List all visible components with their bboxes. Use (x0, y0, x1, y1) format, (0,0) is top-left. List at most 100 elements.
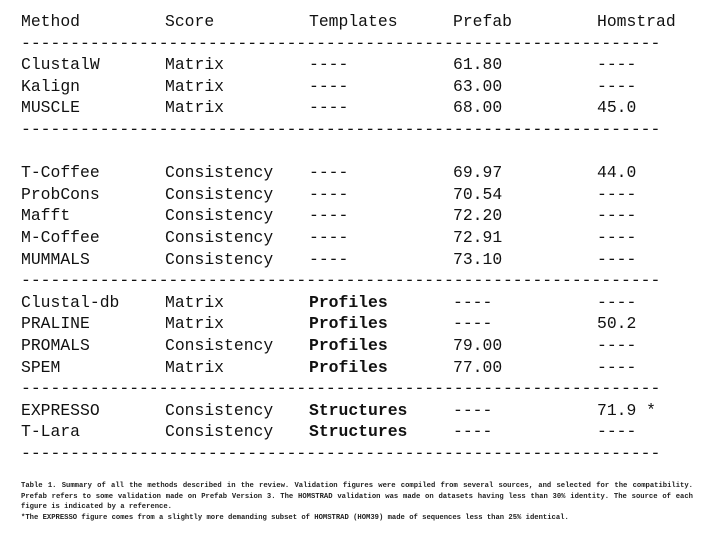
table-row: T-Lara Consistency Structures ---- ---- (21, 421, 693, 443)
prefab-cell: 73.10 (453, 249, 503, 269)
caption-main: Table 1. Summary of all the methods desc… (21, 482, 693, 511)
caption-footnote: *The EXPRESSO figure comes from a slight… (21, 513, 569, 522)
divider-line: ----------------------------------------… (21, 379, 661, 399)
templates-cell: Profiles (309, 335, 388, 355)
table-row: PROMALS Consistency Profiles 79.00 ---- (21, 335, 693, 357)
homstrad-cell: ---- (597, 335, 637, 355)
prefab-cell: ---- (453, 400, 493, 420)
score-cell: Matrix (165, 314, 225, 334)
header-homstrad: Homstrad (597, 12, 676, 31)
table-row: PRALINE Matrix Profiles ---- 50.2 (21, 313, 693, 335)
summary-table: Method Score Templates Prefab Homstrad -… (21, 11, 693, 464)
score-cell: Matrix (165, 76, 225, 96)
homstrad-cell: 44.0 (597, 163, 637, 183)
score-cell: Matrix (165, 55, 225, 75)
templates-cell: ---- (309, 249, 349, 269)
table-row: ProbCons Consistency ---- 70.54 ---- (21, 184, 693, 206)
method-cell: PROMALS (21, 335, 90, 355)
table-body: ----------------------------------------… (21, 33, 693, 465)
templates-cell: ---- (309, 55, 349, 75)
homstrad-cell: ---- (597, 422, 637, 442)
method-cell: T-Coffee (21, 163, 100, 183)
prefab-cell: 61.80 (453, 55, 503, 75)
homstrad-cell: ---- (597, 55, 637, 75)
templates-cell: Structures (309, 400, 408, 420)
prefab-cell: 70.54 (453, 184, 503, 204)
table-row: Clustal-db Matrix Profiles ---- ---- (21, 292, 693, 314)
method-cell: ClustalW (21, 55, 100, 75)
score-cell: Consistency (165, 400, 274, 420)
divider-line: ----------------------------------------… (21, 443, 661, 463)
table-row: ClustalW Matrix ---- 61.80 ---- (21, 54, 693, 76)
score-cell: Matrix (165, 357, 225, 377)
divider-line: ----------------------------------------… (21, 119, 661, 139)
templates-cell: ---- (309, 98, 349, 118)
prefab-cell: ---- (453, 314, 493, 334)
method-cell: M-Coffee (21, 227, 100, 247)
score-cell: Consistency (165, 206, 274, 226)
table-row: SPEM Matrix Profiles 77.00 ---- (21, 357, 693, 379)
templates-cell: Profiles (309, 314, 388, 334)
homstrad-cell: ---- (597, 184, 637, 204)
score-cell: Matrix (165, 292, 225, 312)
header-score: Score (165, 12, 215, 31)
header-method: Method (21, 12, 81, 31)
method-cell: EXPRESSO (21, 400, 100, 420)
method-cell: MUSCLE (21, 98, 81, 118)
divider-line: ----------------------------------------… (21, 33, 661, 53)
table-row: Kalign Matrix ---- 63.00 ---- (21, 76, 693, 98)
table-caption: Table 1. Summary of all the methods desc… (21, 481, 693, 523)
templates-cell: Profiles (309, 357, 388, 377)
homstrad-cell: 50.2 (597, 314, 637, 334)
homstrad-cell: ---- (597, 206, 637, 226)
templates-cell: ---- (309, 76, 349, 96)
prefab-cell: ---- (453, 292, 493, 312)
homstrad-cell: ---- (597, 249, 637, 269)
prefab-cell: 79.00 (453, 335, 503, 355)
templates-cell: ---- (309, 163, 349, 183)
table-row: MUMMALS Consistency ---- 73.10 ---- (21, 249, 693, 271)
prefab-cell: ---- (453, 422, 493, 442)
prefab-cell: 77.00 (453, 357, 503, 377)
score-cell: Consistency (165, 335, 274, 355)
header-prefab: Prefab (453, 12, 513, 31)
templates-cell: ---- (309, 184, 349, 204)
method-cell: MUMMALS (21, 249, 90, 269)
homstrad-cell: 45.0 (597, 98, 637, 118)
table-row: T-Coffee Consistency ---- 69.97 44.0 (21, 162, 693, 184)
prefab-cell: 69.97 (453, 163, 503, 183)
homstrad-cell: ---- (597, 357, 637, 377)
prefab-cell: 63.00 (453, 76, 503, 96)
templates-cell: Structures (309, 422, 408, 442)
blank-spacer (21, 141, 693, 163)
templates-cell: Profiles (309, 292, 388, 312)
method-cell: Mafft (21, 206, 71, 226)
divider-line: ----------------------------------------… (21, 271, 661, 291)
method-cell: SPEM (21, 357, 61, 377)
table-row: M-Coffee Consistency ---- 72.91 ---- (21, 227, 693, 249)
score-cell: Consistency (165, 163, 274, 183)
score-cell: Consistency (165, 249, 274, 269)
header-templates: Templates (309, 12, 398, 31)
table-row: MUSCLE Matrix ---- 68.00 45.0 (21, 97, 693, 119)
homstrad-cell: ---- (597, 292, 637, 312)
score-cell: Consistency (165, 422, 274, 442)
method-cell: Clustal-db (21, 292, 120, 312)
prefab-cell: 72.91 (453, 227, 503, 247)
homstrad-cell: ---- (597, 76, 637, 96)
score-cell: Consistency (165, 227, 274, 247)
score-cell: Consistency (165, 184, 274, 204)
method-cell: T-Lara (21, 422, 81, 442)
table-header-row: Method Score Templates Prefab Homstrad (21, 11, 693, 33)
homstrad-cell: 71.9 * (597, 400, 657, 420)
score-cell: Matrix (165, 98, 225, 118)
prefab-cell: 68.00 (453, 98, 503, 118)
method-cell: PRALINE (21, 314, 90, 334)
prefab-cell: 72.20 (453, 206, 503, 226)
table-row: EXPRESSO Consistency Structures ---- 71.9 * (21, 400, 693, 422)
templates-cell: ---- (309, 227, 349, 247)
method-cell: ProbCons (21, 184, 100, 204)
table-row: Mafft Consistency ---- 72.20 ---- (21, 205, 693, 227)
homstrad-cell: ---- (597, 227, 637, 247)
templates-cell: ---- (309, 206, 349, 226)
